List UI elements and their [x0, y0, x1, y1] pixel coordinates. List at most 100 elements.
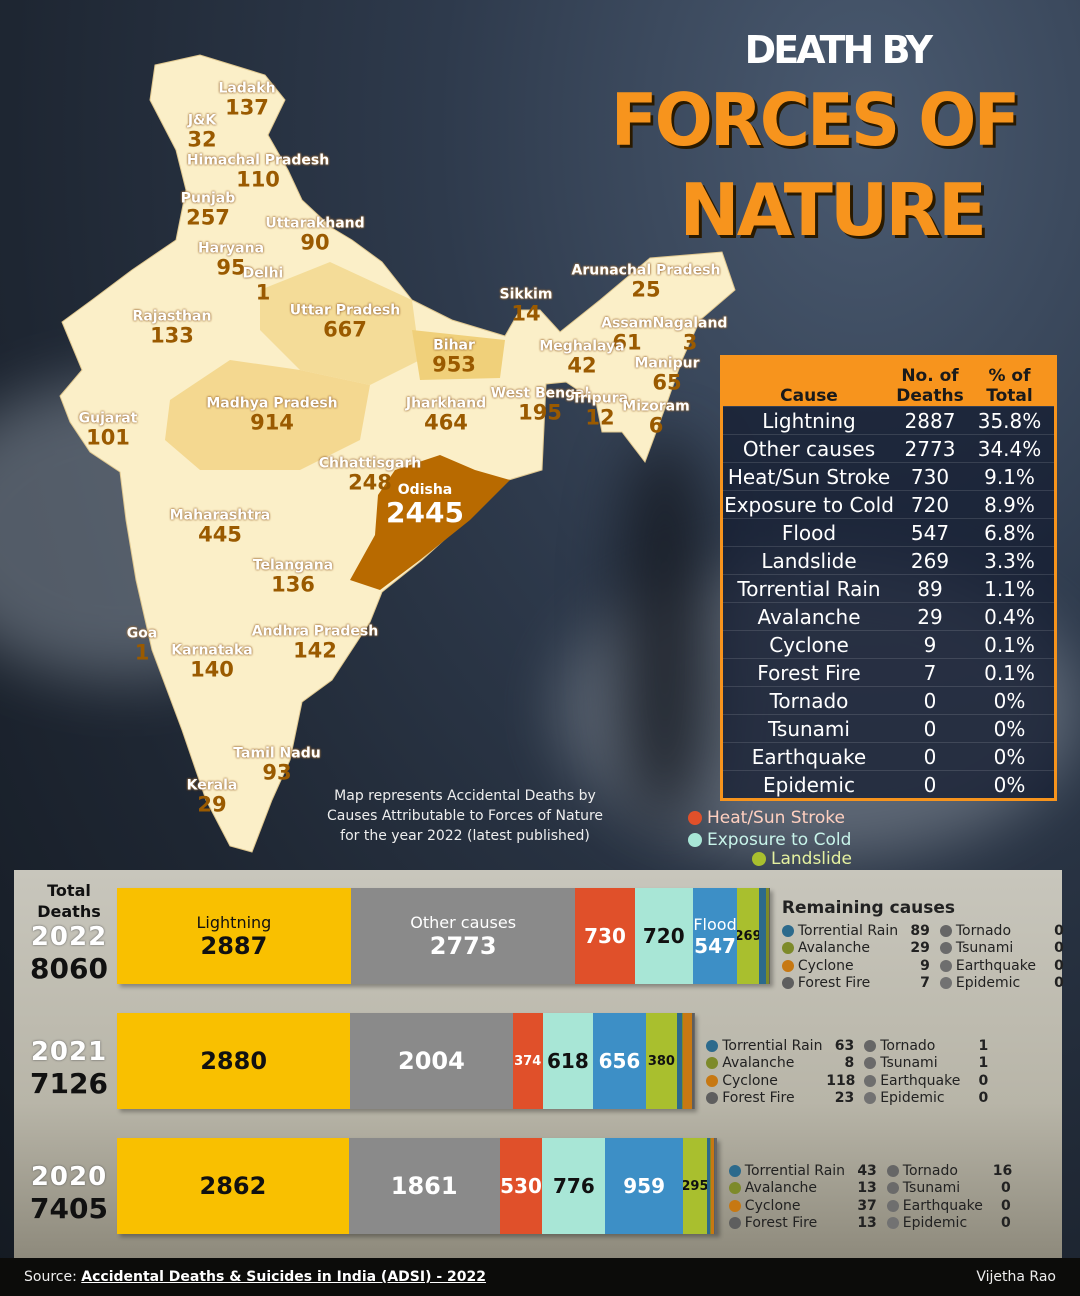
- cell-pct: 1.1%: [984, 576, 1035, 601]
- remaining-cause-item: Earthquake 0: [886, 1197, 1011, 1215]
- state-name: Ladakh: [218, 80, 276, 97]
- cause-value: 13: [857, 1215, 877, 1232]
- bar-segment-torrential-rain: [676, 1013, 682, 1109]
- cell-deaths: 0: [923, 716, 937, 741]
- cause-value: 0: [1054, 940, 1064, 957]
- cell-deaths: 2773: [904, 436, 956, 461]
- segment-value-label: 380: [647, 1053, 675, 1069]
- remaining-cause-item: Avalanche 13: [728, 1180, 877, 1198]
- state-label: Mizoram 6: [622, 399, 689, 438]
- state-label: Odisha 2445: [386, 483, 464, 527]
- state-label: J&K 32: [187, 113, 216, 150]
- state-name: Sikkim: [499, 286, 553, 303]
- cause-dot-icon: [886, 1164, 899, 1177]
- map-caption: Map represents Accidental Deaths by Caus…: [326, 788, 604, 844]
- bar-segment-exposure-to-cold: 618: [542, 1013, 593, 1109]
- cause-name: Cyclone: [744, 1197, 801, 1214]
- segment-value-label: 530: [500, 1174, 542, 1198]
- state-name: Rajasthan: [132, 308, 212, 325]
- bar-segment-cyclone: [711, 1138, 715, 1234]
- cause-name: Tornado: [880, 1037, 936, 1054]
- bar-segment-avalanche: [710, 1138, 712, 1234]
- segment-cause-label: Flood: [693, 914, 737, 934]
- state-label: Jharkhand 464: [405, 395, 487, 433]
- state-label: Himachal Pradesh 110: [186, 152, 330, 190]
- state-label: Uttarakhand 90: [265, 216, 364, 253]
- remaining-cause-item: Forest Fire 13: [728, 1215, 877, 1233]
- callout-label: Exposure to Cold: [707, 830, 852, 850]
- cell-cause: Flood: [781, 520, 837, 545]
- bar-segment-torrential-rain: [706, 1138, 711, 1234]
- state-label: Nagaland 3: [653, 316, 728, 353]
- remaining-cause-item: Tornado 0: [939, 922, 1064, 940]
- cause-dot-icon: [728, 1164, 741, 1177]
- cause-name: Avalanche: [797, 940, 871, 957]
- cause-name: Cyclone: [797, 957, 854, 974]
- cause-value: 37: [857, 1197, 877, 1214]
- region-bihar: [412, 330, 505, 380]
- cause-name: Avalanche: [722, 1055, 795, 1072]
- table-row: Tornado 0 0%: [723, 686, 1054, 714]
- bar-segment-lightning: Lightning 2887: [117, 888, 351, 984]
- remaining-cause-item: Epidemic 0: [939, 975, 1064, 993]
- state-label: Manipur 65: [634, 356, 699, 393]
- year-label: 2020: [30, 1162, 108, 1192]
- cause-value: 16: [992, 1162, 1013, 1179]
- year-label: 2022: [30, 922, 108, 952]
- segment-value-label: 295: [682, 1178, 707, 1194]
- cause-value: 0: [1054, 975, 1064, 992]
- table-row: Cyclone 9 0.1%: [723, 630, 1054, 658]
- state-label: Maharashtra 445: [170, 508, 271, 545]
- india-outline: [59, 54, 736, 853]
- state-name: Himachal Pradesh: [186, 152, 330, 169]
- yearly-bars-panel: Total Deaths 2022 8060 Lightning 2887 Other c…: [14, 870, 1064, 1258]
- state-label: Tripura 12: [572, 391, 628, 430]
- cause-name: Epidemic: [880, 1090, 945, 1107]
- state-value: 257: [186, 205, 230, 230]
- source-link[interactable]: Accidental Deaths & Suicides in India (A…: [81, 1269, 487, 1285]
- remaining-cause-item: Cyclone 118: [706, 1072, 855, 1090]
- segment-value-label: 374: [514, 1053, 542, 1069]
- bar-segment-other-causes: 1861: [348, 1138, 500, 1234]
- bar-segment-landslide: 295: [682, 1138, 707, 1234]
- source-label: Source:: [24, 1269, 77, 1285]
- remaining-cause-item: Earthquake 0: [939, 957, 1064, 975]
- state-label: Telangana 136: [253, 558, 333, 597]
- cause-value: 1: [978, 1055, 989, 1072]
- remaining-cause-item: Avalanche 8: [706, 1055, 854, 1073]
- state-label: Rajasthan 133: [132, 308, 212, 346]
- cell-cause: Epidemic: [763, 772, 855, 797]
- cell-cause: Forest Fire: [757, 660, 861, 685]
- cause-dot-icon: [781, 959, 794, 972]
- state-name: Jharkhand: [405, 395, 487, 412]
- state-value: 12: [585, 405, 615, 430]
- state-value: 136: [271, 572, 315, 597]
- segment-value-label: 656: [598, 1049, 641, 1073]
- cell-pct: 0%: [993, 688, 1026, 713]
- segment-value-label: 2004: [398, 1047, 465, 1075]
- state-value: 953: [432, 352, 476, 377]
- state-value: 667: [323, 317, 367, 342]
- cause-name: Tornado: [955, 922, 1012, 939]
- bar-segment-other-causes: 2004: [350, 1013, 513, 1109]
- callout-label: Landslide: [771, 849, 853, 869]
- cause-value: 0: [978, 1090, 989, 1107]
- cell-pct: 0.1%: [984, 660, 1035, 685]
- cell-pct: 0.4%: [984, 604, 1035, 629]
- cause-name: Torrential Rain: [722, 1037, 823, 1054]
- cell-cause: Earthquake: [751, 744, 867, 769]
- table-row: Heat/Sun Stroke 730 9.1%: [723, 462, 1054, 490]
- total-value: 7126: [30, 1067, 108, 1100]
- cause-name: Earthquake: [902, 1197, 983, 1214]
- bar-segment-other-causes: Other causes 2773: [350, 888, 576, 984]
- cell-pct: 3.3%: [984, 548, 1035, 573]
- region-madhya-pradesh: [165, 360, 370, 470]
- cause-dot-icon: [939, 942, 952, 955]
- cell-pct: 0%: [993, 772, 1026, 797]
- table-row: Exposure to Cold 720 8.9%: [723, 490, 1054, 518]
- cause-dot-icon: [706, 1092, 719, 1105]
- cell-cause: Heat/Sun Stroke: [727, 464, 891, 489]
- cause-name: Earthquake: [955, 957, 1036, 974]
- state-value: 6: [648, 413, 664, 438]
- bar-segment-flood: 959: [605, 1138, 683, 1234]
